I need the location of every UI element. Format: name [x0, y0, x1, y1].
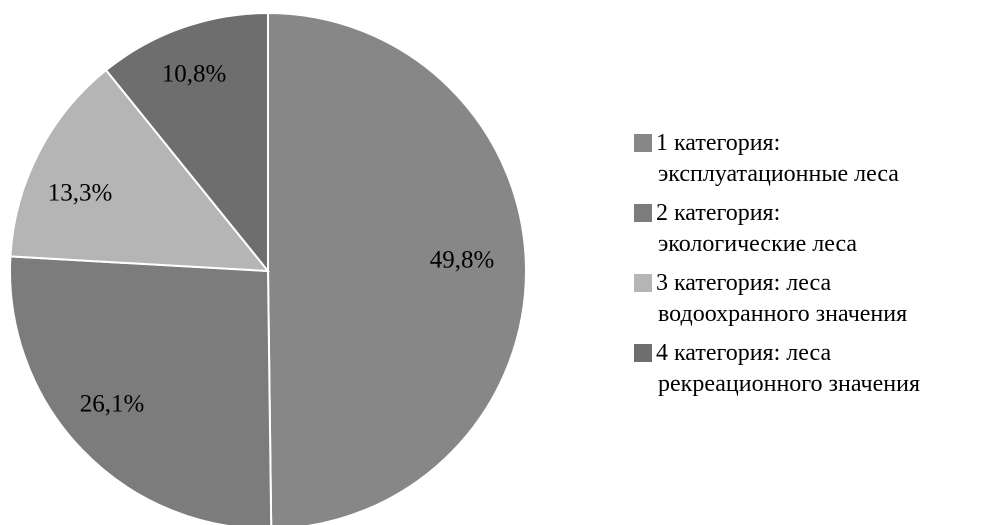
legend-item-4: 4 категория: леса рекреационного значени… [634, 338, 994, 400]
legend-label-4: 4 категория: леса рекреационного значени… [656, 338, 920, 400]
pie-slice-1 [267, 11, 527, 525]
slice-value-label-2: 26,1% [80, 391, 145, 418]
legend-item-2: 2 категория: экологические леса [634, 198, 994, 260]
legend-swatch-1 [634, 134, 652, 152]
legend-swatch-4 [634, 344, 652, 362]
legend: 1 категория: эксплуатационные леса 2 кат… [634, 128, 994, 408]
pie-slice-4 [104, 11, 269, 274]
legend-label-2: 2 категория: экологические леса [656, 198, 857, 260]
legend-label-3: 3 категория: леса водоохранного значения [656, 268, 907, 330]
legend-label-4-line2: рекреационного значения [658, 371, 920, 397]
legend-label-1-line1: 1 категория: [656, 130, 781, 156]
legend-label-1-line2: эксплуатационные леса [658, 161, 899, 187]
legend-label-1: 1 категория: эксплуатационные леса [656, 128, 899, 190]
legend-label-4-line1: 4 категория: леса [656, 340, 832, 366]
legend-label-3-line2: водоохранного значения [658, 301, 908, 327]
legend-label-2-line2: экологические леса [658, 231, 858, 257]
legend-label-3-line1: 3 категория: леса [656, 270, 832, 296]
pie-slices [9, 11, 527, 525]
pie-slice-3 [9, 68, 271, 273]
slice-value-label-3: 13,3% [48, 180, 113, 207]
slice-value-label-1: 49,8% [430, 247, 495, 274]
pie-slice-2 [9, 255, 273, 525]
slice-value-label-4: 10,8% [162, 61, 227, 88]
pie-value-labels: 49,8% 26,1% 13,3% 10,8% [48, 61, 495, 418]
legend-item-3: 3 категория: леса водоохранного значения [634, 268, 994, 330]
legend-item-1: 1 категория: эксплуатационные леса [634, 128, 994, 190]
legend-label-2-line1: 2 категория: [656, 200, 781, 226]
legend-swatch-2 [634, 204, 652, 222]
legend-swatch-3 [634, 274, 652, 292]
